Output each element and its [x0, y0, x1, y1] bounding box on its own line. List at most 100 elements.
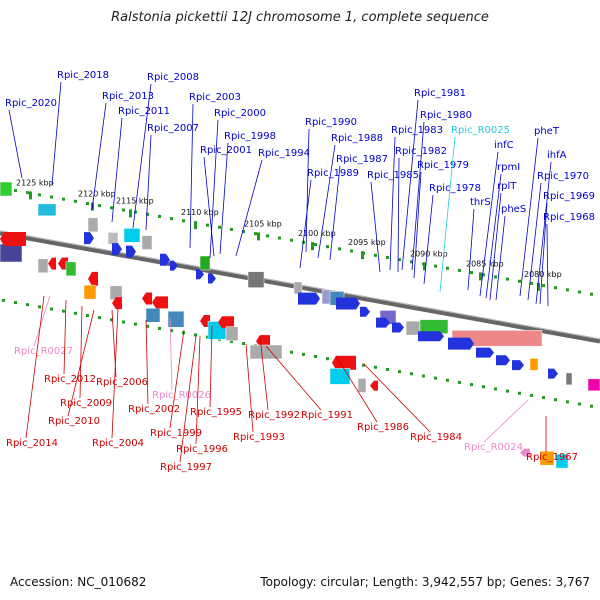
upper-tick-row-dot	[122, 208, 125, 212]
kbp-tick-mark	[257, 232, 260, 241]
upper-tick-row-dot	[470, 271, 473, 275]
topology-text: Topology: circular; Length: 3,942,557 bp…	[260, 575, 590, 589]
kbp-tick-label: 2115 kbp	[116, 196, 154, 205]
gene-label-rpic-1984: Rpic_1984	[410, 432, 462, 443]
gene-label-rpic-1970: Rpic_1970	[537, 171, 589, 182]
map-title: Ralstonia pickettii 12J chromosome 1, co…	[111, 10, 489, 25]
lower-tick-row-dot	[434, 376, 437, 380]
gene-label-rpic-2009: Rpic_2009	[60, 398, 112, 409]
forward-leader-line	[495, 215, 506, 301]
gene-label-rpic-2018: Rpic_2018	[57, 70, 109, 81]
reverse-gene-arrow	[200, 315, 210, 327]
upper-tick-row-dot	[314, 243, 317, 247]
forward-gene-arrow	[170, 260, 178, 271]
reverse-leader-line	[169, 329, 185, 429]
gene-label-rpic-2006: Rpic_2006	[96, 377, 148, 388]
upper-tick-row-dot	[458, 268, 461, 272]
reverse-leader-line	[111, 307, 119, 439]
kbp-tick-label: 2085 kbp	[466, 259, 504, 268]
gene-label-rpic-1981: Rpic_1981	[414, 88, 466, 99]
forward-gene-arrow	[418, 331, 444, 342]
reverse-leader-line	[25, 295, 45, 439]
lower-tick-row-dot	[470, 383, 473, 387]
upper-tick-row-dot	[374, 253, 377, 257]
forward-gene-arrow	[298, 292, 320, 305]
kbp-tick-mark	[423, 262, 426, 271]
gene-label-rpic-2012: Rpic_2012	[44, 374, 96, 385]
forward-leader-line	[132, 83, 152, 229]
gene-label-rpmi: rpmI	[497, 162, 520, 173]
lower-tick-row-dot	[590, 404, 593, 408]
kbp-tick-label: 2110 kbp	[181, 208, 219, 217]
forward-leader-line	[401, 99, 419, 271]
reverse-leader-line	[195, 335, 201, 445]
forward-leader-line	[423, 194, 434, 285]
forward-leader-line	[219, 142, 229, 255]
lower-tick-row-dot	[422, 374, 425, 378]
gene-label-rpic-1996: Rpic_1996	[176, 444, 228, 455]
gene-label-rpic-1997: Rpic_1997	[160, 462, 212, 473]
lower-tick-row-dot	[170, 329, 173, 333]
upper-tick-row-dot	[146, 212, 149, 216]
reverse-gene-arrow	[48, 257, 56, 270]
reverse-gene-arrow	[520, 448, 530, 457]
upper-tick-row-dot	[446, 266, 449, 270]
lower-tick-row-dot	[506, 389, 509, 393]
upper-tick-row-dot	[62, 197, 65, 201]
gene-label-rpic-2001: Rpic_2001	[200, 145, 252, 156]
forward-gene-arrow	[84, 232, 94, 245]
lower-tick-row-dot	[410, 372, 413, 376]
forward-leader-line	[411, 121, 425, 271]
lower-tick-row-dot	[446, 378, 449, 382]
upper-tick-row-dot	[170, 217, 173, 221]
gene-label-rpic-2008: Rpic_2008	[147, 72, 199, 83]
forward-gene-arrow	[448, 337, 474, 350]
upper-tick-row-dot	[74, 199, 77, 203]
upper-tick-row-dot	[158, 214, 161, 218]
gene-label-rpic-2000: Rpic_2000	[214, 108, 266, 119]
upper-tick-row-dot	[410, 260, 413, 264]
reverse-gene-arrow	[0, 232, 26, 246]
forward-gene-arrow	[126, 245, 136, 258]
forward-leader-line	[305, 128, 310, 253]
kbp-tick-mark	[311, 242, 314, 251]
gene-feature-block	[37, 203, 57, 217]
forward-gene-arrow	[376, 317, 390, 328]
lower-tick-row-dot	[386, 367, 389, 371]
gene-label-rpic-1969: Rpic_1969	[543, 191, 595, 202]
forward-leader-line	[203, 156, 215, 257]
lower-tick-row-dot	[122, 320, 125, 324]
lower-tick-row-dot	[74, 311, 77, 315]
forward-leader-line	[489, 192, 502, 301]
upper-tick-row-dot	[86, 201, 89, 205]
lower-tick-row-dot	[566, 400, 569, 404]
kbp-tick-mark	[537, 282, 540, 291]
gene-label-rpic-1998: Rpic_1998	[224, 131, 276, 142]
gene-label-rpic-1992: Rpic_1992	[248, 410, 300, 421]
forward-leader-line	[397, 157, 400, 273]
gene-label-rpic-2004: Rpic_2004	[92, 438, 144, 449]
forward-leader-line	[370, 181, 381, 273]
gene-label-rplt: rplT	[497, 181, 517, 192]
reverse-gene-arrow	[370, 380, 378, 391]
gene-label-rpic-1988: Rpic_1988	[331, 133, 383, 144]
forward-gene-arrow	[208, 273, 216, 284]
accession-text: Accession: NC_010682	[10, 575, 147, 589]
lower-tick-row-dot	[374, 365, 377, 369]
reverse-leader-line	[63, 299, 67, 375]
lower-tick-row-dot	[530, 393, 533, 397]
kbp-tick-label: 2100 kbp	[298, 229, 336, 238]
gene-label-rpic-1995: Rpic_1995	[190, 407, 242, 418]
gene-label-rpic-r0027: Rpic_R0027	[14, 346, 73, 357]
gene-feature-block	[293, 281, 303, 295]
gene-label-rpic-1994: Rpic_1994	[258, 148, 310, 159]
forward-gene-arrow	[496, 355, 510, 366]
gene-feature-block	[83, 284, 97, 300]
reverse-gene-arrow	[58, 257, 68, 270]
gene-label-rpic-2007: Rpic_2007	[147, 123, 199, 134]
gene-label-rpic-1999: Rpic_1999	[150, 428, 202, 439]
reverse-gene-arrow	[256, 335, 270, 348]
lower-tick-row-dot	[398, 370, 401, 374]
upper-tick-row-dot	[386, 255, 389, 259]
reverse-leader-line	[79, 305, 83, 399]
